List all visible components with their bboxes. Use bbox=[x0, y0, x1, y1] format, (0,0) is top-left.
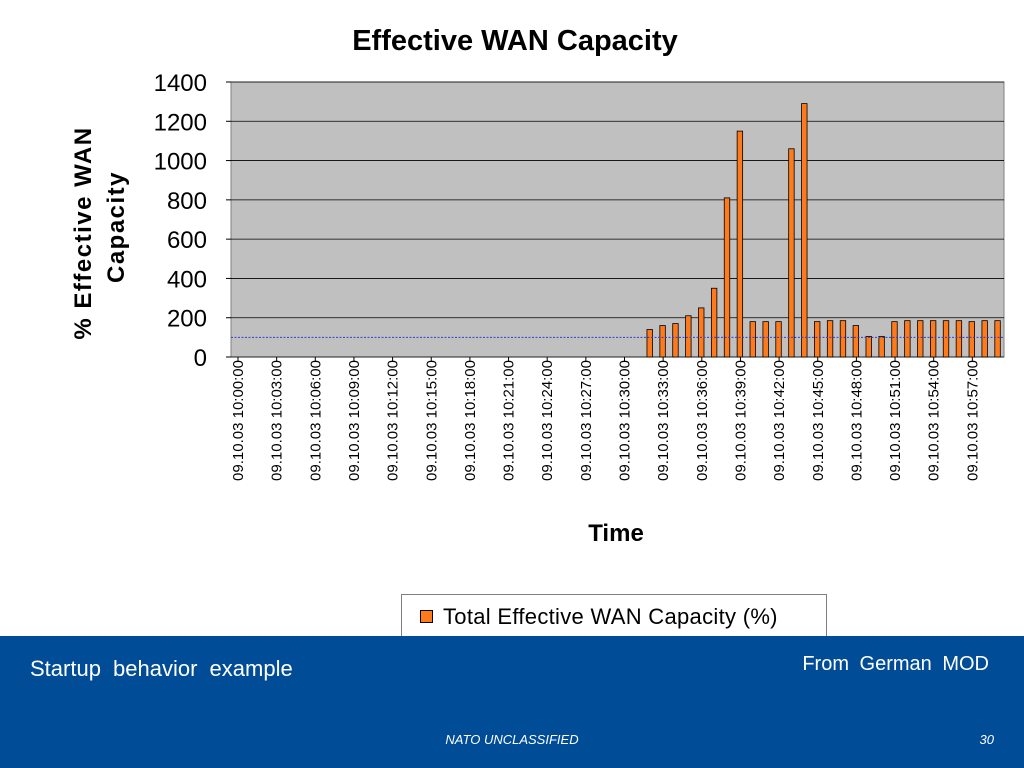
bar bbox=[891, 321, 898, 358]
bar bbox=[801, 103, 808, 358]
legend-swatch bbox=[420, 610, 433, 623]
gridlines bbox=[231, 81, 1004, 358]
bar-series bbox=[646, 103, 1001, 358]
x-tick-label: 09.10.03 10:42:00 bbox=[771, 360, 788, 481]
classification-label: NATO UNCLASSIFIED bbox=[445, 732, 579, 747]
slide-footer: Startup behavior example From German MOD… bbox=[0, 636, 1024, 768]
x-tick-label: 09.10.03 10:00:00 bbox=[230, 360, 247, 481]
bar bbox=[981, 320, 988, 358]
bar bbox=[736, 130, 744, 358]
bar bbox=[672, 323, 679, 358]
x-tick-label: 09.10.03 10:51:00 bbox=[887, 360, 904, 481]
source-text: From German MOD bbox=[802, 653, 989, 675]
bar bbox=[762, 321, 769, 358]
y-tick-label: 1000 bbox=[154, 149, 207, 176]
chart: Effective WAN Capacity 0 200 400 600 800 1000… bbox=[70, 25, 1005, 547]
x-tick-label: 09.10.03 10:18:00 bbox=[462, 360, 479, 481]
x-tick-label: 09.10.03 10:03:00 bbox=[269, 360, 286, 481]
x-tick-label: 09.10.03 10:15:00 bbox=[423, 360, 440, 481]
x-tick-label: 09.10.03 10:54:00 bbox=[926, 360, 943, 481]
x-tick-label: 09.10.03 10:21:00 bbox=[501, 360, 518, 481]
page-number: 30 bbox=[979, 732, 994, 747]
x-tick-label: 09.10.03 10:27:00 bbox=[578, 360, 595, 481]
bar bbox=[685, 315, 692, 358]
bar bbox=[659, 325, 666, 358]
y-axis-label-line-1: % Effective WAN bbox=[70, 126, 97, 339]
x-axis-label: Time bbox=[588, 520, 644, 547]
bar bbox=[904, 320, 911, 358]
x-tick-label: 09.10.03 10:12:00 bbox=[385, 360, 402, 481]
y-axis-label-line-2: Capacity bbox=[103, 171, 130, 283]
bar bbox=[968, 321, 975, 358]
bar bbox=[929, 320, 937, 358]
bar bbox=[839, 320, 847, 358]
bar bbox=[698, 307, 705, 358]
bar bbox=[852, 325, 859, 358]
bar bbox=[942, 320, 950, 358]
bar bbox=[788, 148, 795, 358]
x-axis-ticks: 09.10.03 10:00:00 09.10.03 10:03:00 09.10.… bbox=[230, 357, 981, 481]
bar bbox=[994, 320, 1001, 358]
bar bbox=[775, 321, 782, 358]
x-tick-label: 09.10.03 10:30:00 bbox=[617, 360, 634, 481]
x-tick-label: 09.10.03 10:36:00 bbox=[694, 360, 711, 481]
y-tick-label: 200 bbox=[167, 306, 207, 333]
legend-label: Total Effective WAN Capacity (%) bbox=[443, 604, 778, 629]
bar bbox=[826, 320, 834, 358]
bar bbox=[878, 335, 885, 358]
y-tick-label: 600 bbox=[167, 227, 207, 254]
x-tick-label: 09.10.03 10:45:00 bbox=[810, 360, 827, 481]
y-tick-label: 1400 bbox=[154, 70, 207, 97]
y-tick-label: 1200 bbox=[154, 109, 207, 136]
chart-title: Effective WAN Capacity bbox=[352, 25, 678, 57]
bar bbox=[955, 320, 963, 358]
legend: Total Effective WAN Capacity (%) bbox=[401, 594, 827, 638]
bar bbox=[865, 335, 872, 358]
x-tick-label: 09.10.03 10:24:00 bbox=[539, 360, 556, 481]
y-tick-label: 0 bbox=[194, 345, 207, 372]
bar bbox=[749, 321, 756, 358]
y-tick-label: 800 bbox=[167, 188, 207, 215]
plot-area bbox=[230, 81, 1005, 358]
bar bbox=[646, 329, 653, 358]
x-tick-label: 09.10.03 10:57:00 bbox=[964, 360, 981, 481]
x-tick-label: 09.10.03 10:48:00 bbox=[848, 360, 865, 481]
y-axis-ticks: 0 200 400 600 800 1000 1200 1400 bbox=[154, 70, 231, 372]
x-tick-label: 09.10.03 10:33:00 bbox=[655, 360, 672, 481]
caption-text: Startup behavior example bbox=[30, 656, 293, 681]
bar bbox=[917, 320, 924, 358]
bar bbox=[723, 197, 731, 358]
y-tick-label: 400 bbox=[167, 266, 207, 293]
x-tick-label: 09.10.03 10:09:00 bbox=[346, 360, 363, 481]
x-tick-label: 09.10.03 10:06:00 bbox=[307, 360, 324, 481]
bar bbox=[814, 321, 821, 358]
x-tick-label: 09.10.03 10:39:00 bbox=[732, 360, 749, 481]
bar bbox=[710, 287, 718, 358]
